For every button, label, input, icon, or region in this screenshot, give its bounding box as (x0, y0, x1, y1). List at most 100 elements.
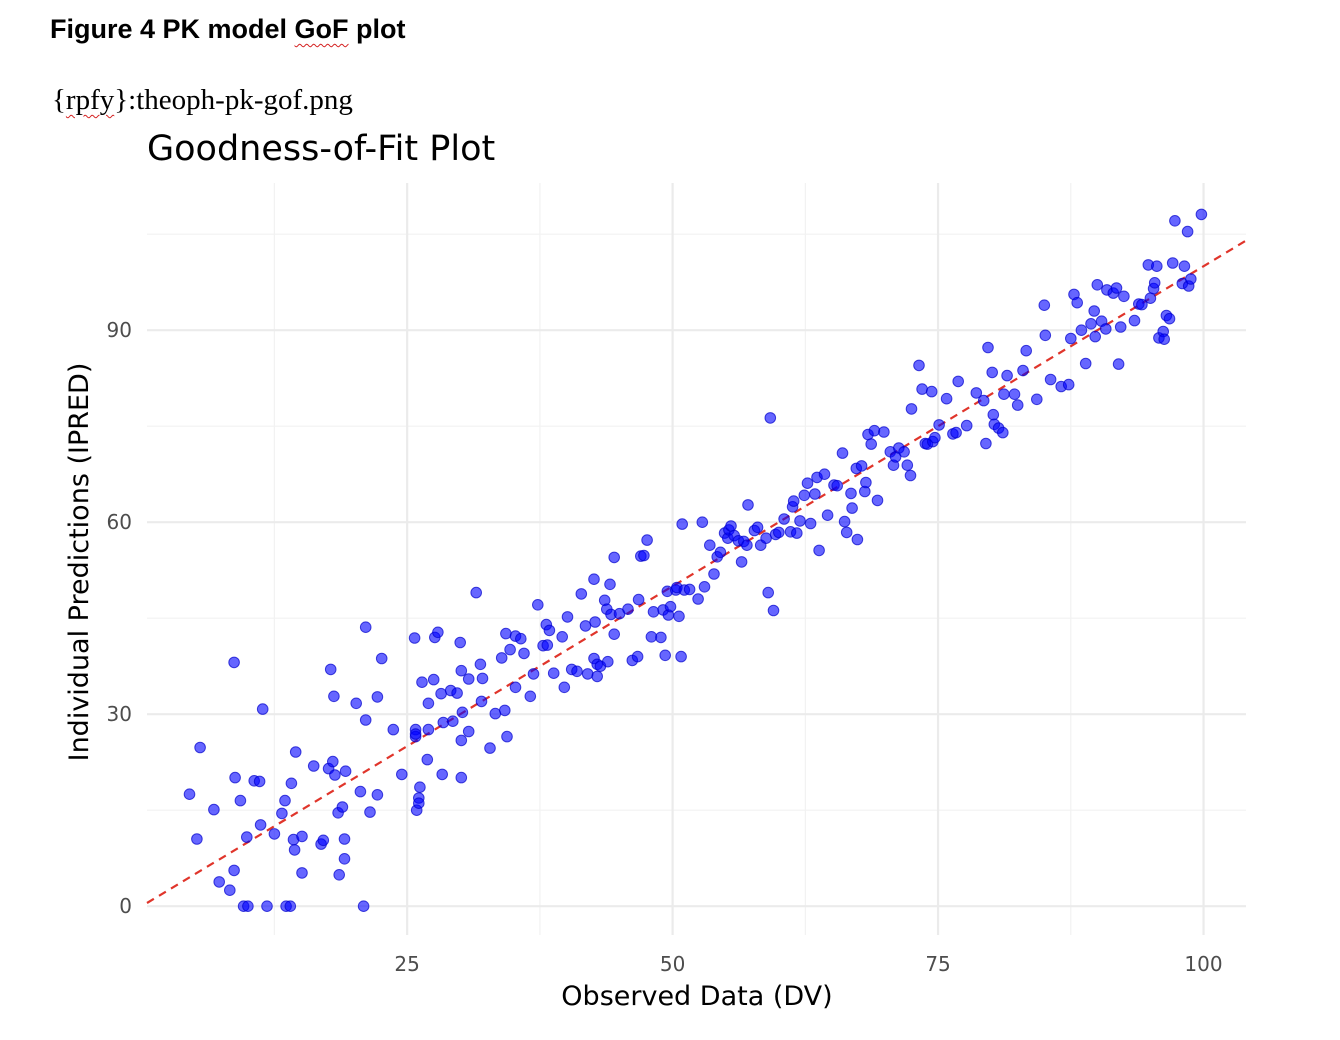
data-point (1039, 329, 1052, 342)
data-point (1148, 277, 1161, 289)
data-point (317, 834, 330, 847)
data-point (925, 385, 938, 398)
data-point (952, 375, 965, 388)
data-point (1085, 318, 1097, 330)
data-point (462, 673, 475, 685)
data-point (773, 526, 785, 539)
data-point (1038, 299, 1051, 312)
data-point (787, 495, 800, 507)
data-point (818, 468, 831, 481)
data-point (751, 521, 764, 534)
data-point (1062, 378, 1075, 391)
y-axis-label: Individual Predictions (IPRED) (64, 363, 95, 762)
data-point (647, 606, 660, 618)
data-point (191, 833, 203, 845)
data-point (581, 668, 594, 680)
data-point (307, 760, 320, 772)
data-point (638, 549, 650, 562)
data-point (224, 884, 236, 897)
data-point (268, 828, 281, 840)
data-point (846, 502, 858, 514)
data-point (589, 616, 601, 628)
data-point (767, 604, 780, 617)
data-point (655, 631, 667, 644)
data-point (241, 831, 253, 843)
data-point (579, 620, 592, 632)
data-point (435, 687, 447, 700)
data-point (764, 412, 777, 424)
data-point (735, 556, 748, 568)
data-point (916, 383, 928, 395)
data-point (350, 697, 363, 710)
data-point (475, 695, 488, 708)
data-point (359, 621, 372, 634)
data-point (725, 520, 737, 532)
data-point (1008, 388, 1021, 401)
data-point (673, 610, 685, 623)
data-point (591, 670, 604, 683)
data-point (1169, 215, 1181, 227)
identity-reference-line (146, 239, 1247, 904)
data-point (256, 703, 269, 715)
data-point (409, 728, 422, 740)
data-point (422, 697, 435, 710)
data-point (1110, 282, 1123, 294)
data-point (741, 539, 753, 552)
data-point (288, 844, 301, 856)
data-point (901, 459, 914, 472)
data-point (470, 586, 483, 599)
data-point (659, 649, 672, 662)
y-tick-label: 90 (107, 318, 132, 342)
data-point (228, 864, 240, 877)
data-point (261, 900, 273, 913)
data-point (387, 723, 400, 736)
data-point (1044, 373, 1057, 386)
data-point (871, 494, 884, 507)
data-point (801, 477, 814, 490)
data-point (364, 806, 376, 818)
data-point (279, 794, 291, 807)
data-point (608, 628, 621, 641)
data-point (194, 741, 206, 754)
data-points (183, 208, 1208, 913)
data-point (1151, 260, 1163, 273)
data-point (980, 437, 992, 450)
data-point (851, 533, 864, 546)
y-axis-tick-labels: 0 30 60 90 (107, 318, 132, 918)
data-point (1071, 296, 1083, 309)
data-point (1185, 273, 1197, 285)
data-point (1079, 357, 1092, 370)
data-point (977, 394, 990, 407)
x-tick-label: 75 (925, 952, 950, 976)
data-point (632, 593, 645, 606)
data-point (692, 593, 704, 605)
data-point (1031, 393, 1043, 406)
reference-part-1: { (52, 84, 66, 116)
data-point (558, 681, 571, 694)
data-point (1181, 225, 1194, 238)
data-point (327, 755, 339, 768)
data-point (1144, 292, 1157, 305)
data-point (455, 771, 468, 784)
data-point (228, 656, 240, 669)
data-point (791, 527, 803, 539)
x-axis-label: Observed Data (DV) (561, 981, 832, 1012)
data-point (324, 663, 337, 676)
data-point (289, 746, 302, 758)
data-point (913, 359, 925, 372)
data-point (213, 876, 225, 888)
data-point (421, 753, 434, 766)
data-point (1001, 369, 1013, 382)
data-point (296, 830, 308, 843)
data-point (234, 794, 247, 807)
data-point (432, 626, 444, 639)
image-reference: {rpfy}:theoph-pk-gof.png (52, 84, 353, 117)
data-point (229, 771, 241, 784)
data-point (484, 742, 496, 754)
data-point (242, 900, 254, 913)
data-point (422, 723, 435, 736)
data-point (1100, 323, 1112, 335)
data-point (1178, 260, 1191, 273)
data-point (515, 632, 527, 645)
data-point (414, 781, 426, 794)
